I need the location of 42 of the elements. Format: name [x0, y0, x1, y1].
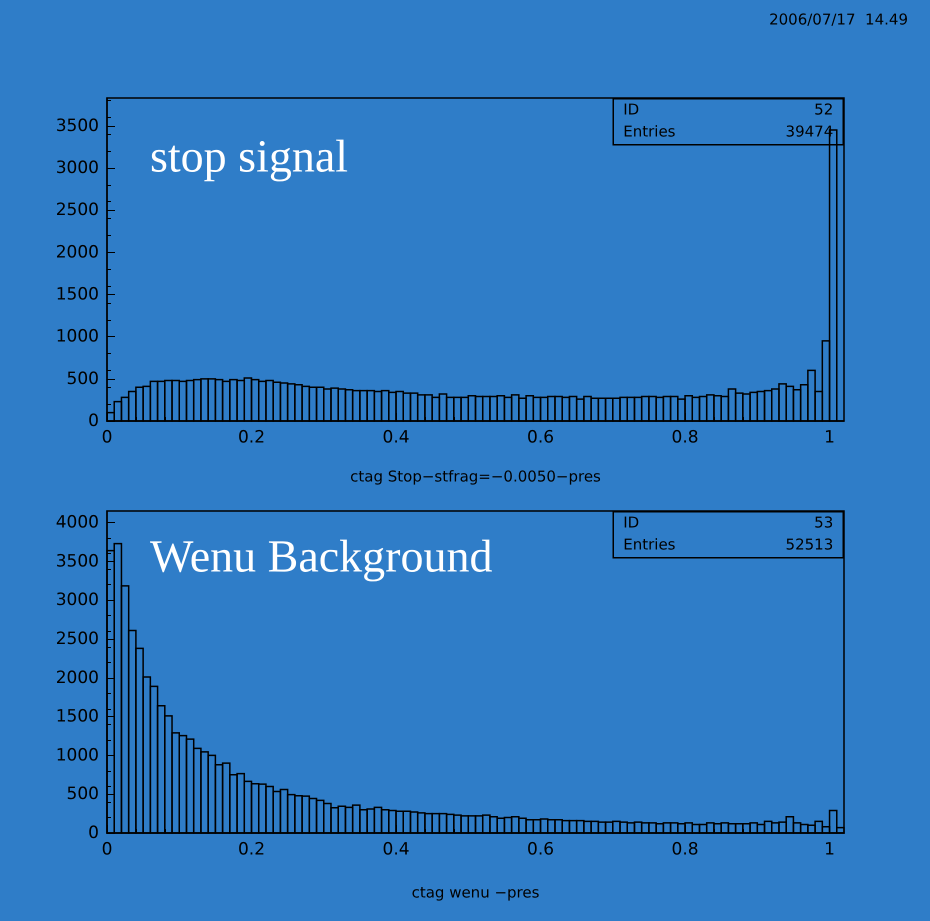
y-tick-label: 500	[66, 784, 99, 804]
x-axis-title: ctag wenu −pres	[412, 884, 540, 902]
x-tick-label: 1	[824, 840, 835, 860]
x-tick-label: 0.4	[382, 428, 410, 448]
x-tick-label: 0.6	[527, 840, 554, 860]
y-tick-label: 3000	[56, 158, 99, 178]
x-axis-title: ctag Stop−stfrag=−0.0050−pres	[350, 468, 602, 486]
x-tick-label: 1	[824, 428, 835, 448]
x-tick-label: 0.6	[527, 428, 554, 448]
annotation: ID	[623, 100, 640, 118]
x-tick-label: 0.4	[382, 840, 410, 860]
annotation: stop signal	[150, 130, 348, 182]
annotation: 52513	[786, 535, 834, 554]
y-tick-label: 1500	[56, 706, 99, 727]
y-tick-label: 2500	[56, 629, 99, 650]
x-tick-label: 0	[102, 840, 112, 860]
y-tick-label: 3500	[56, 551, 99, 572]
annotation: 52	[814, 100, 834, 118]
annotation: 53	[814, 513, 834, 532]
y-tick-label: 1500	[56, 284, 99, 304]
x-tick-label: 0.2	[238, 428, 266, 448]
y-tick-label: 2000	[56, 668, 99, 688]
x-tick-label: 0.2	[238, 840, 266, 860]
y-tick-label: 1000	[56, 326, 99, 347]
y-tick-label: 2000	[56, 242, 99, 262]
x-tick-label: 0.8	[672, 428, 699, 448]
y-tick-label: 3500	[56, 116, 99, 136]
y-tick-label: 0	[88, 823, 99, 843]
y-tick-label: 500	[66, 368, 99, 389]
y-tick-label: 3000	[56, 590, 99, 610]
x-tick-label: 0	[102, 428, 112, 448]
y-tick-label: 4000	[56, 512, 99, 533]
annotation: Entries	[623, 535, 676, 554]
y-tick-label: 2500	[56, 200, 99, 220]
annotation: Wenu Background	[150, 530, 492, 582]
y-tick-label: 0	[88, 411, 99, 431]
y-tick-label: 1000	[56, 745, 99, 766]
x-tick-label: 0.8	[672, 840, 699, 860]
annotation: Entries	[623, 122, 676, 140]
chart-title: 2006/07/17 14.49	[769, 10, 908, 28]
annotation: ID	[623, 513, 640, 532]
annotation: 39474	[786, 122, 834, 140]
